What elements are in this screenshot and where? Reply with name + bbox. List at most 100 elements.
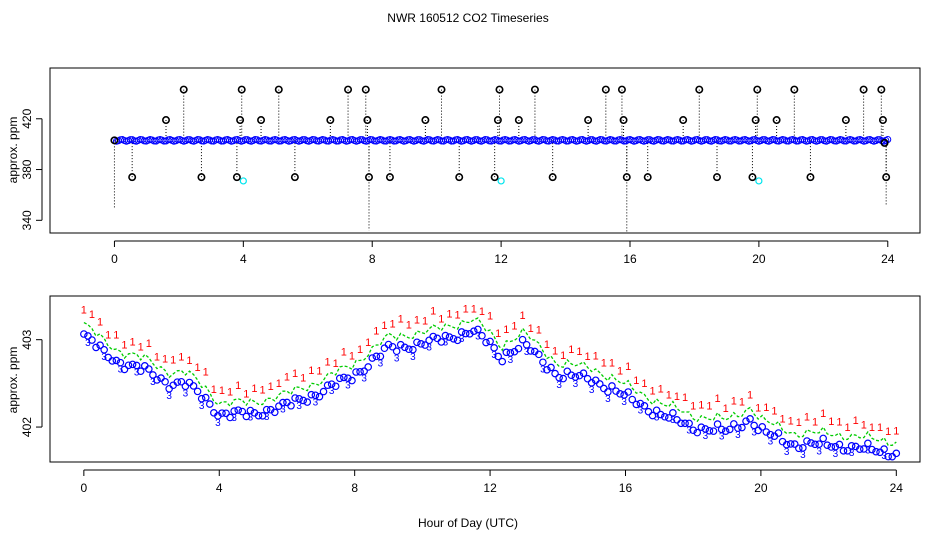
blue-series-point xyxy=(429,332,438,341)
x-tick-label: 12 xyxy=(494,252,508,266)
y-tick-label: 380 xyxy=(20,159,34,179)
blue-series-point xyxy=(847,442,856,450)
blue-series-point xyxy=(185,378,194,387)
blue-series-point xyxy=(616,390,624,398)
blue-series-point xyxy=(441,331,450,340)
blue-series-label: 3 xyxy=(589,385,595,396)
blue-series-point xyxy=(677,419,685,428)
blue-series-point xyxy=(478,331,486,340)
red-flag-marker: 1 xyxy=(666,390,672,402)
red-flag-marker: 1 xyxy=(479,306,485,318)
blue-series-point xyxy=(681,419,689,428)
blue-series-point xyxy=(660,412,669,421)
blue-series-point xyxy=(799,444,807,452)
outlier-point xyxy=(197,173,206,182)
red-flag-marker: 1 xyxy=(560,350,566,362)
blue-series-point xyxy=(470,327,478,335)
outlier-point xyxy=(514,116,523,125)
blue-series-point xyxy=(559,374,567,383)
blue-series-point xyxy=(815,440,823,448)
red-flag-marker: 1 xyxy=(300,373,306,385)
blue-series-point xyxy=(376,352,385,361)
outlier-point xyxy=(751,116,760,125)
outlier-point xyxy=(326,116,335,125)
blue-series-label: 3 xyxy=(670,415,676,426)
blue-series-label: 3 xyxy=(475,332,481,343)
blue-series-point xyxy=(392,347,401,356)
blue-series-point xyxy=(498,357,507,366)
red-flag-marker: 1 xyxy=(861,420,867,432)
outlier-point xyxy=(364,173,373,182)
blue-series-point xyxy=(279,398,287,407)
blue-series-point xyxy=(803,437,811,445)
blue-series-label: 3 xyxy=(751,428,757,439)
red-flag-marker: 1 xyxy=(536,324,542,336)
blue-series-label: 3 xyxy=(540,364,546,375)
x-tick-label: 4 xyxy=(216,481,223,495)
red-flag-marker: 1 xyxy=(341,346,347,358)
blue-series-point xyxy=(571,373,580,381)
blue-series-label: 3 xyxy=(686,426,692,437)
red-flag-marker: 1 xyxy=(633,375,639,387)
blue-series-point xyxy=(835,440,844,449)
blue-series-point xyxy=(539,358,547,367)
blue-series-label: 3 xyxy=(248,413,254,424)
x-tick-label: 16 xyxy=(623,252,637,266)
blue-series-label: 3 xyxy=(556,380,562,391)
blue-series-point xyxy=(352,368,360,376)
outlier-point xyxy=(712,173,721,182)
red-flag-marker: 1 xyxy=(138,342,144,354)
blue-series-point xyxy=(254,411,263,420)
blue-series-point xyxy=(400,343,409,352)
outlier-point xyxy=(695,85,704,94)
blue-series-label: 3 xyxy=(881,451,887,462)
red-flag-marker: 1 xyxy=(715,393,721,405)
red-flag-marker: 1 xyxy=(219,385,225,397)
red-flag-marker: 1 xyxy=(844,422,850,434)
blue-series-point xyxy=(234,406,243,414)
blue-series-label: 3 xyxy=(459,334,465,345)
red-flag-marker: 1 xyxy=(154,351,160,363)
red-flag-marker: 1 xyxy=(828,416,834,428)
blue-series-point xyxy=(287,401,295,410)
bottom-axes: 0 4 8 12 16 20 24 402 403 xyxy=(20,329,903,495)
outlier-point xyxy=(748,173,757,182)
blue-series-point xyxy=(189,382,198,390)
blue-series-point xyxy=(823,441,832,450)
blue-series-point xyxy=(100,345,108,354)
blue-series-point xyxy=(567,371,576,380)
top-axes: 0 4 8 12 16 20 24 340 380 420 xyxy=(20,108,895,266)
blue-series-point xyxy=(258,412,267,420)
blue-series-point xyxy=(490,344,498,352)
outlier-point xyxy=(274,85,283,94)
red-flag-marker: 1 xyxy=(520,310,526,322)
blue-series-point xyxy=(319,387,328,396)
blue-series-point xyxy=(689,426,697,435)
blue-series-point xyxy=(774,429,783,437)
outlier-point xyxy=(421,116,430,125)
red-flag-marker: 1 xyxy=(316,366,322,378)
blue-series-point xyxy=(482,338,490,347)
bottom-plot-frame xyxy=(49,295,921,463)
blue-series-label: 3 xyxy=(524,347,530,358)
blue-series-point xyxy=(632,400,641,409)
blue-series-point xyxy=(872,447,880,456)
blue-series-point xyxy=(721,427,730,436)
blue-series-point xyxy=(461,329,470,338)
blue-series-point xyxy=(388,342,397,351)
blue-series-point xyxy=(758,423,767,431)
blue-series-point xyxy=(84,332,92,340)
blue-series-point xyxy=(843,446,852,455)
blue-series-label: 3 xyxy=(426,342,432,353)
blue-series-point xyxy=(494,352,503,361)
red-flag-marker: 1 xyxy=(463,304,469,316)
blue-series-point xyxy=(112,356,121,365)
blue-series-point xyxy=(108,357,117,365)
blue-series-point xyxy=(417,340,425,348)
blue-series-point xyxy=(855,445,864,453)
blue-series-point xyxy=(161,377,169,386)
red-flag-marker: 1 xyxy=(779,413,785,425)
x-tick-label: 0 xyxy=(111,252,118,266)
red-flag-marker: 1 xyxy=(601,358,607,370)
